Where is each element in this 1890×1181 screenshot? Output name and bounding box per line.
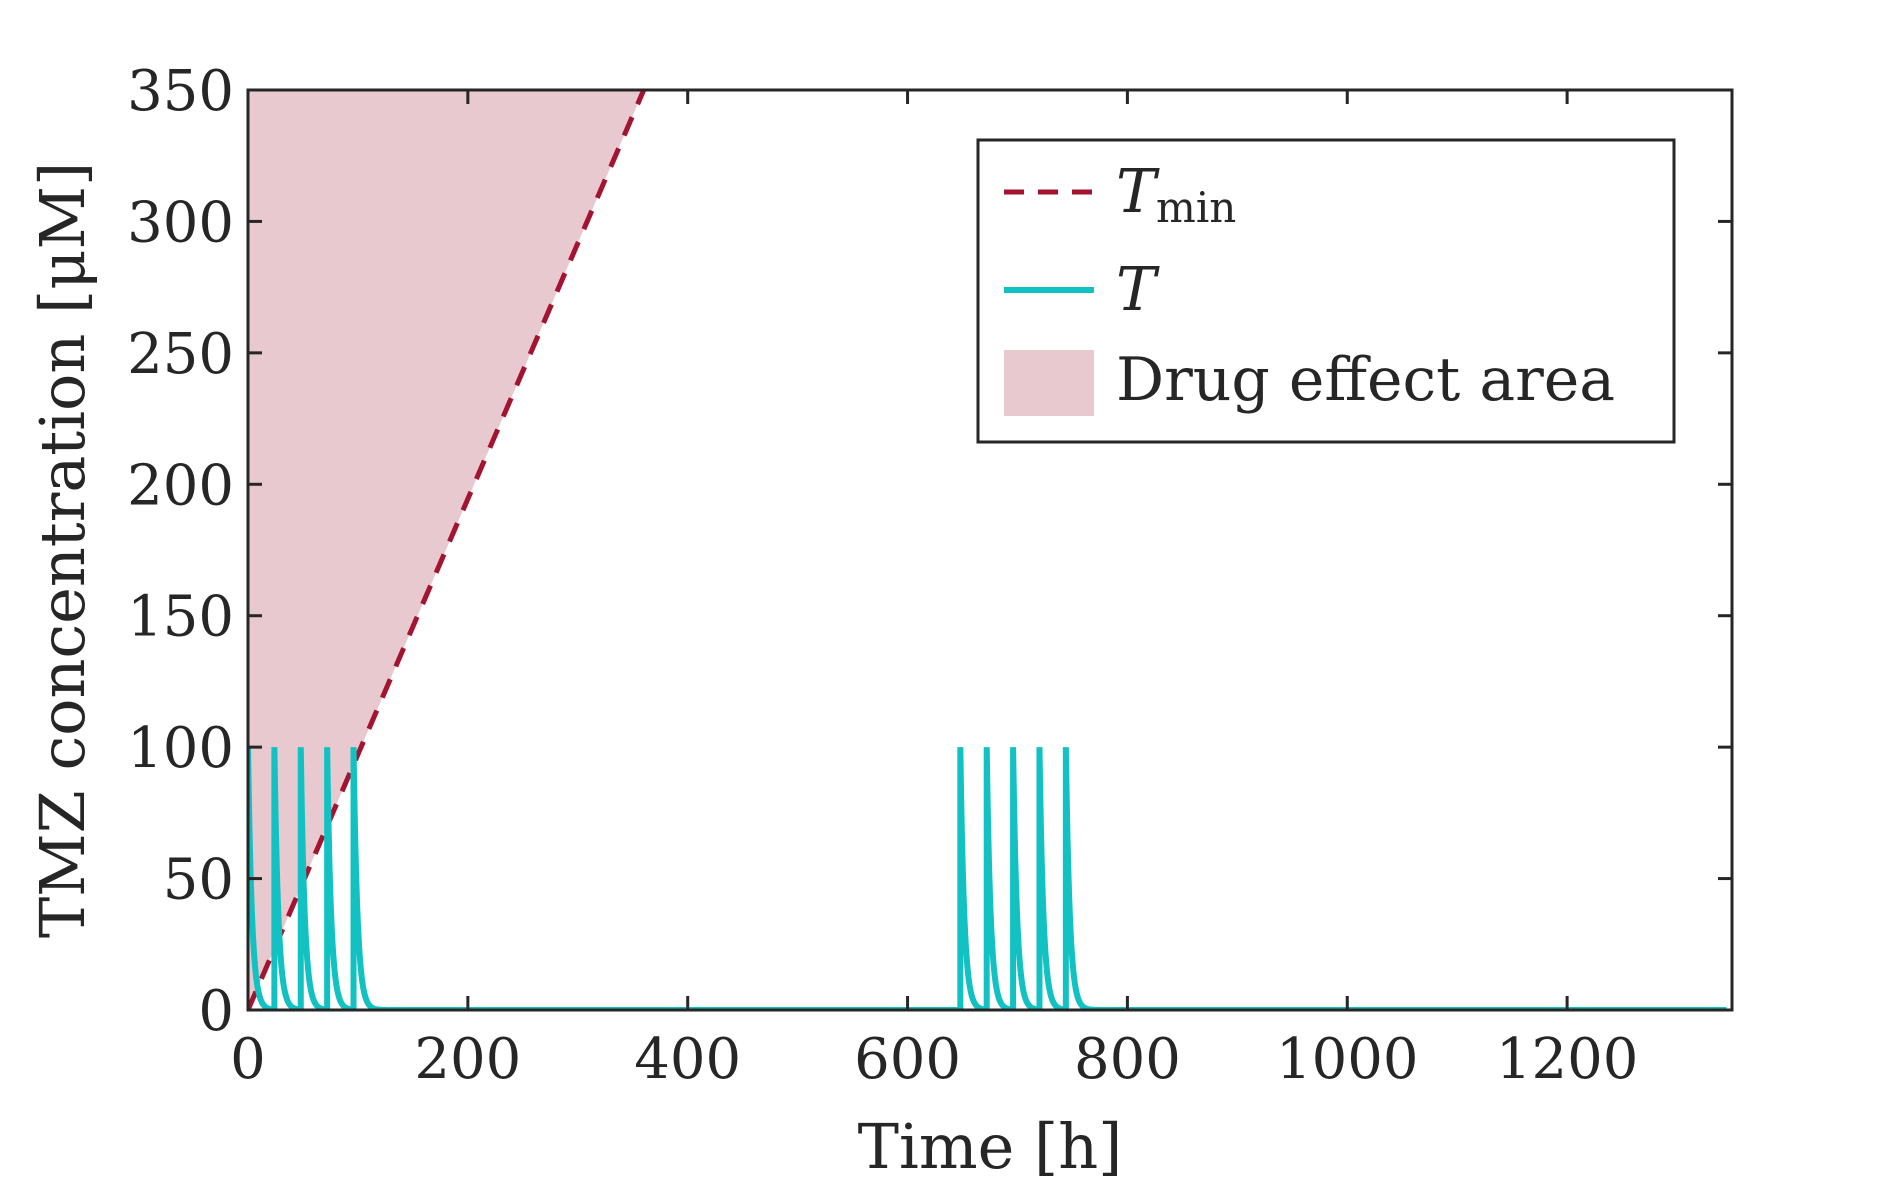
legend-label-drug-effect-area: Drug effect area	[1116, 345, 1615, 415]
y-tick-label: 100	[127, 716, 234, 781]
y-axis-title: TMZ concentration [μM]	[26, 162, 99, 938]
plot-area	[248, 90, 1727, 1010]
x-tick-label: 1200	[1496, 1027, 1639, 1092]
x-tick-label: 1000	[1276, 1027, 1419, 1092]
series-line-t-min	[248, 90, 647, 1010]
legend-swatch-drug-effect-area	[1004, 350, 1094, 416]
y-tick-label: 300	[127, 190, 234, 255]
y-tick-label: 50	[163, 848, 234, 913]
y-tick-label: 0	[198, 979, 234, 1044]
y-tick-label: 250	[127, 322, 234, 387]
axes-box	[246, 88, 1734, 1012]
legend: Tmin T Drug effect area	[976, 138, 1676, 444]
x-axis-ticks: 0 200 400 600 800 1000 1200	[230, 90, 1638, 1092]
x-tick-label: 200	[414, 1027, 521, 1092]
y-tick-label: 200	[127, 453, 234, 518]
series-line-t	[248, 747, 1727, 1010]
x-axis-title: Time [h]	[858, 1110, 1123, 1181]
x-tick-label: 400	[634, 1027, 741, 1092]
legend-label-t-min: Tmin	[1116, 157, 1236, 232]
y-tick-label: 350	[127, 59, 234, 124]
y-axis-ticks: 0 50 100 150 200 250 300 350	[127, 59, 1732, 1044]
x-tick-label: 800	[1074, 1027, 1181, 1092]
legend-label-t: T	[1116, 255, 1160, 325]
y-tick-label: 150	[127, 585, 234, 650]
x-tick-label: 600	[854, 1027, 961, 1092]
x-tick-label: 0	[230, 1027, 266, 1092]
